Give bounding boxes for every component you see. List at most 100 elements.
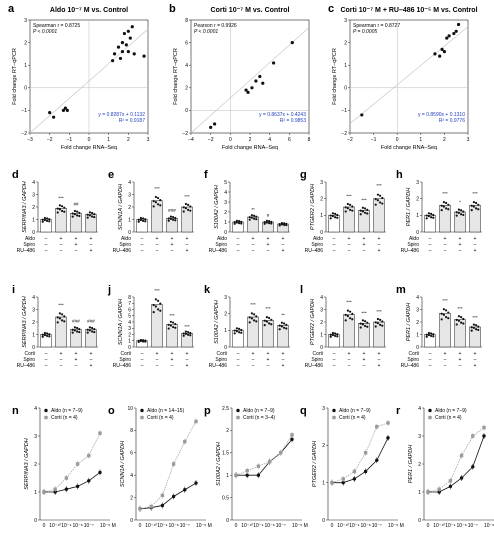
significance-marker: ### [168, 208, 176, 213]
x-tick-label: 10⁻⁶ M [292, 523, 308, 529]
series-point [459, 476, 464, 480]
sample-point [93, 328, 96, 331]
regression-equation: y = 0.8590x + 0.1310 [418, 112, 465, 118]
legend-marker [140, 408, 144, 413]
x-tick-label: 10⁻⁶ M [100, 523, 116, 529]
factor-sign: + [186, 236, 189, 242]
significance-marker: ** [281, 312, 285, 317]
x-tick-label: 2 [127, 137, 130, 143]
factor-label: Spiro [311, 242, 323, 248]
factor-sign: – [45, 357, 48, 363]
sample-point [470, 209, 473, 212]
sample-point [58, 204, 62, 207]
sample-point [240, 220, 243, 223]
factor-sign: + [444, 236, 447, 242]
sample-point [445, 315, 448, 319]
bar [454, 211, 466, 233]
series-point [75, 484, 80, 489]
sample-point [359, 213, 362, 216]
sample-point [445, 201, 448, 205]
sample-point [248, 218, 251, 221]
sample-point [278, 223, 281, 226]
x-tick-label: 0 [396, 137, 399, 143]
significance-marker: * [459, 200, 461, 205]
x-tick-label: −3 [27, 137, 33, 143]
sample-point [169, 215, 172, 218]
factor-sign: + [282, 248, 285, 254]
factor-label: RU–486 [209, 248, 228, 254]
factor-sign: + [474, 236, 477, 242]
x-tick-label: 10⁻⁸ [456, 523, 466, 529]
factor-sign: – [186, 242, 189, 248]
sample-point [455, 318, 458, 321]
factor-label: RU–486 [401, 248, 420, 254]
sample-point [442, 313, 445, 316]
factor-sign: – [333, 242, 336, 248]
bar [136, 219, 148, 233]
bar [136, 340, 148, 348]
sample-point [477, 203, 480, 206]
legend-label: Aldo (n = 7–9) [51, 408, 83, 414]
sample-point [379, 201, 382, 204]
legend-label: Aldo (n = 14–15) [147, 408, 184, 414]
sample-point [46, 219, 49, 223]
sample-point [425, 335, 428, 338]
sample-point [174, 216, 177, 220]
sample-point [374, 198, 377, 201]
sample-point [430, 334, 433, 338]
data-point [254, 79, 258, 83]
factor-sign: + [156, 351, 159, 357]
sample-point [366, 212, 369, 215]
y-tick-label: 1 [226, 473, 229, 479]
sample-point [139, 216, 142, 220]
sample-point [255, 315, 258, 318]
legend-label: Aldo (n = 7–9) [339, 408, 371, 414]
sample-point [167, 323, 170, 326]
y-tick-label: 3 [128, 326, 131, 332]
sample-point [349, 317, 352, 320]
y-tick-label: 2 [418, 462, 421, 468]
sample-point [351, 312, 354, 315]
y-tick-label: 5 [224, 180, 227, 186]
sample-point [238, 220, 241, 223]
series-point [267, 460, 272, 464]
y-axis-label: Fold change RT–qPCR [12, 48, 18, 105]
panel-letter-o: o [108, 405, 115, 417]
factor-sign: – [186, 357, 189, 363]
series-line [235, 434, 293, 476]
y-tick-label: 0 [320, 345, 323, 351]
sample-point [73, 329, 76, 332]
sample-point [462, 317, 465, 321]
sample-point [88, 329, 91, 332]
sample-point [475, 201, 478, 205]
sample-point [381, 320, 384, 323]
legend-label: Corti (n = 4) [147, 415, 174, 421]
sample-point [235, 221, 238, 224]
sample-point [61, 319, 64, 322]
significance-marker: *** [346, 300, 352, 305]
sample-point [78, 330, 81, 334]
sample-point [71, 212, 74, 215]
sample-point [41, 220, 44, 223]
significance-marker: *** [442, 298, 448, 303]
y-tick-label: 5 [128, 314, 131, 320]
sample-point [336, 213, 339, 217]
sample-point [184, 330, 187, 333]
sample-point [364, 211, 367, 214]
factor-sign: + [60, 351, 63, 357]
bar [40, 219, 52, 233]
factor-sign: + [171, 351, 174, 357]
x-tick-label: 0 [229, 137, 232, 143]
sample-point [427, 212, 430, 215]
series-point [375, 458, 379, 462]
sample-point [477, 328, 480, 332]
y-tick-label: 0 [344, 86, 347, 92]
y-tick-label: 1 [32, 217, 35, 223]
sample-point [93, 330, 96, 334]
sample-point [253, 319, 256, 322]
y-tick-label: 0 [32, 345, 35, 351]
y-tick-label: 3 [224, 295, 227, 301]
significance-marker: *** [472, 191, 478, 196]
series-point [138, 507, 142, 511]
